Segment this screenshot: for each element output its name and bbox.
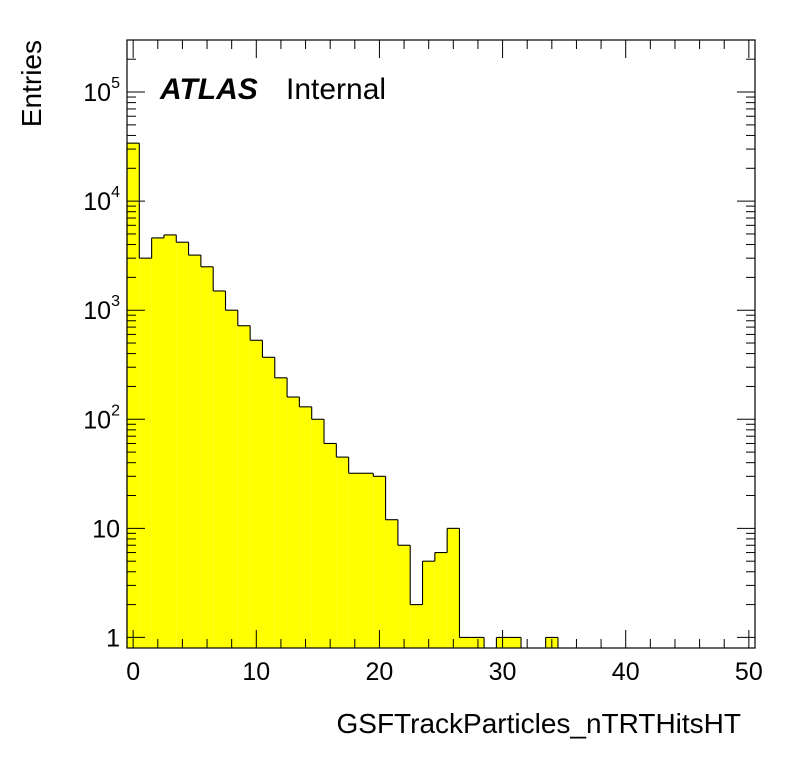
histogram-bar [459,637,472,648]
x-tick-label: 20 [366,658,394,686]
histogram-bar [373,476,386,648]
y-tick-label: 103 [83,293,120,325]
histogram-bar [360,473,374,648]
y-tick-label: 10 [92,515,120,543]
x-tick-label: 40 [612,658,640,686]
histogram-bar [274,377,288,648]
x-axis-ticks: 0 10 20 30 40 50 [126,40,763,686]
histogram-bar [447,528,460,648]
x-tick-label: 30 [489,658,517,686]
atlas-label: ATLAS [159,73,258,106]
x-tick-label: 50 [735,658,763,686]
histogram-bar [348,473,361,648]
x-tick-label: 10 [242,658,270,686]
x-tick-label: 0 [126,658,140,686]
histogram-bar [176,242,189,648]
histogram-bar [299,406,312,648]
y-tick-label: 1 [106,624,120,652]
histogram-bar [422,561,435,648]
y-axis-ticks: 1 10 102 103 104 105 [83,39,755,652]
histogram-bar [127,143,140,648]
y-tick-label: 102 [83,402,120,434]
histogram-bar [434,552,448,648]
y-axis-title: Entries [16,40,47,127]
histogram-bar [287,397,300,648]
histogram-bar [151,237,164,649]
plot-frame [126,39,756,649]
histogram-bar [163,234,177,648]
histogram-bar [397,545,411,648]
histogram-bar [385,519,398,648]
y-tick-label: 104 [83,184,120,216]
histogram-bars [127,143,558,649]
histogram-bar [336,457,349,648]
histogram-bar [508,637,522,648]
histogram-bar [262,357,275,648]
y-tick-label: 105 [83,75,120,107]
histogram-bar [237,325,251,648]
histogram-bar [311,419,325,648]
x-axis-title: GSFTrackParticles_nTRTHitsHT [337,708,742,739]
histogram-bar [324,443,337,648]
histogram-bar [139,258,152,648]
histogram-bar [410,604,423,648]
histogram-bar [225,310,238,648]
histogram-bar [200,266,214,648]
histogram-bar [188,255,201,648]
atlas-status-label: Internal [286,73,386,106]
histogram-bar [250,340,263,648]
histogram-bar [213,290,226,648]
